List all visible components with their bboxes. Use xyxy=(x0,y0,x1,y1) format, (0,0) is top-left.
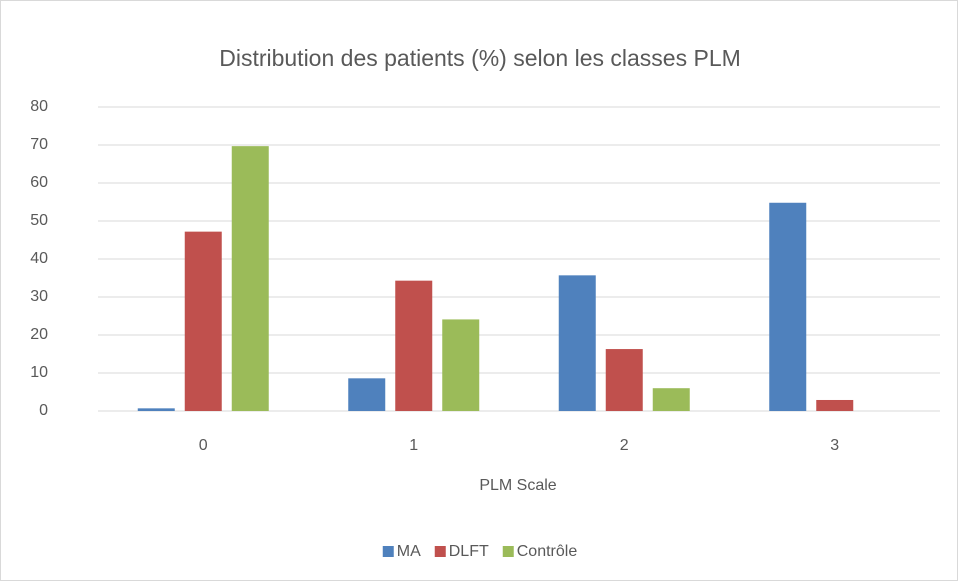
x-tick-label: 1 xyxy=(409,437,418,454)
bar xyxy=(348,378,386,411)
legend-swatch xyxy=(382,546,394,557)
chart-title: Distribution des patients (%) selon les … xyxy=(219,45,741,71)
y-tick-label: 60 xyxy=(30,174,48,191)
bar xyxy=(137,408,175,411)
bar xyxy=(652,388,690,411)
legend-label: MA xyxy=(397,543,421,560)
bar xyxy=(395,280,433,411)
x-tick-label: 0 xyxy=(199,437,208,454)
bar xyxy=(769,202,807,411)
y-tick-label: 10 xyxy=(30,364,48,381)
legend-swatch xyxy=(502,546,514,557)
legend-label: Contrôle xyxy=(517,543,578,560)
y-tick-label: 0 xyxy=(39,402,48,419)
y-tick-label: 20 xyxy=(30,326,48,343)
x-tick-label: 3 xyxy=(830,437,839,454)
bar xyxy=(558,275,596,411)
x-tick-label: 2 xyxy=(620,437,629,454)
x-axis-label: PLM Scale xyxy=(479,477,556,494)
bar xyxy=(816,399,854,411)
legend-label: DLFT xyxy=(449,543,489,560)
y-tick-label: 80 xyxy=(30,98,48,115)
bar xyxy=(442,319,480,411)
bar xyxy=(605,349,643,411)
bar xyxy=(184,231,222,411)
legend-swatch xyxy=(434,546,446,557)
y-tick-label: 70 xyxy=(30,136,48,153)
y-tick-label: 30 xyxy=(30,288,48,305)
y-tick-label: 50 xyxy=(30,212,48,229)
y-tick-label: 40 xyxy=(30,250,48,267)
bar xyxy=(231,146,269,411)
